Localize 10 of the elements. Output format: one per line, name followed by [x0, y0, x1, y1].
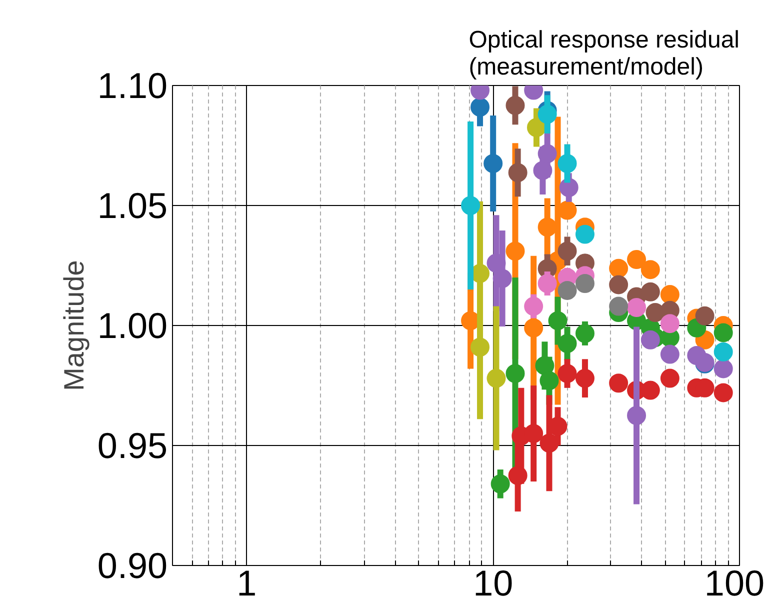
x-tick-label: 1 — [236, 562, 257, 604]
x-tick-label: 10 — [473, 562, 514, 604]
chart-title: Optical response residual (measurement/model) — [468, 26, 740, 80]
y-tick-label: 1.00 — [97, 305, 168, 346]
x-tick-label: 100 — [704, 562, 764, 604]
y-tick-label: 1.10 — [97, 65, 168, 106]
y-axis-title: Magnitude — [58, 260, 90, 391]
y-tick-label: 0.95 — [97, 425, 168, 466]
y-tick-label: 1.05 — [97, 185, 168, 226]
y-tick-label: 0.90 — [97, 545, 168, 586]
